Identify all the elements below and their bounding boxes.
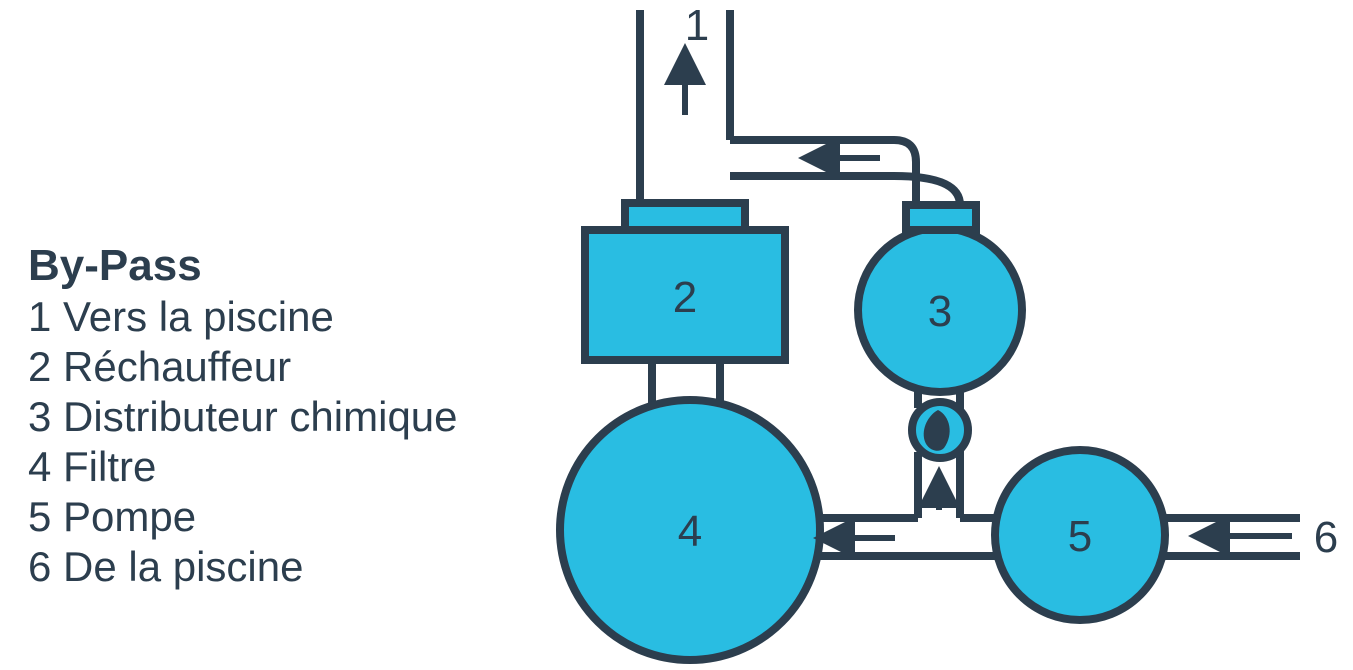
- chemical-connector: [906, 205, 976, 230]
- label-6: 6: [1314, 513, 1338, 562]
- diagram-svg: 4 5 2 3 1 6: [0, 0, 1353, 670]
- pump-label: 5: [1068, 512, 1092, 561]
- filter-label: 4: [678, 507, 702, 556]
- label-1: 1: [685, 1, 709, 50]
- chemical-label: 3: [928, 287, 952, 336]
- heater-connector: [625, 203, 745, 230]
- heater-label: 2: [673, 273, 697, 322]
- pipe-top-lower: [730, 176, 960, 205]
